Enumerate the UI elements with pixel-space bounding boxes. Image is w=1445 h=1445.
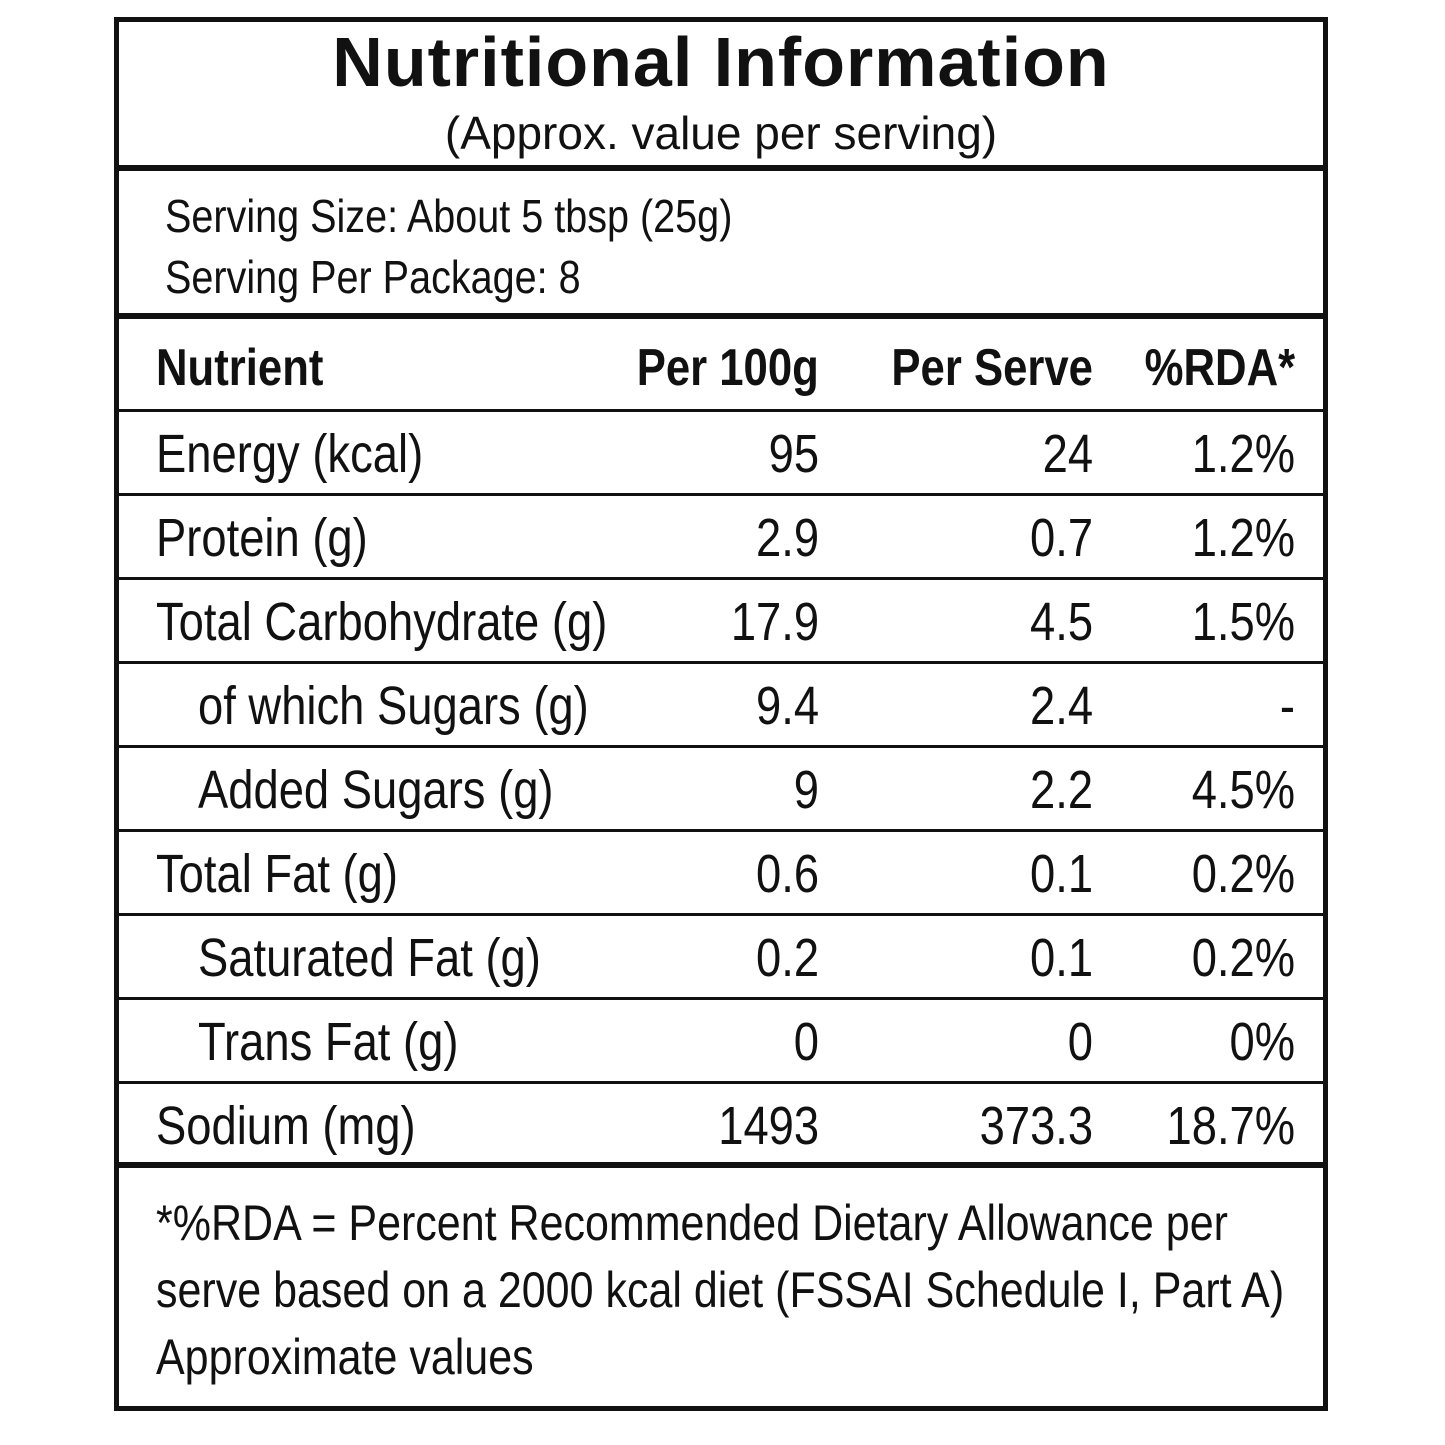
nutrient-name: Trans Fat (g)	[198, 1012, 459, 1072]
nutrient-name: Energy (kcal)	[156, 424, 424, 484]
nutrient-name: Total Fat (g)	[156, 844, 398, 904]
row-divider	[119, 745, 1323, 748]
value-per-serve: 2.4	[1029, 676, 1093, 736]
footnote-line: Approximate values	[156, 1329, 534, 1385]
value-per-100g: 95	[768, 424, 819, 484]
row-divider	[119, 829, 1323, 832]
value-per-serve: 0.1	[1029, 844, 1093, 904]
row-divider	[119, 577, 1323, 580]
serving-size: Serving Size: About 5 tbsp (25g)	[165, 190, 733, 242]
value-per-serve: 4.5	[1029, 592, 1093, 652]
label-subtitle: (Approx. value per serving)	[444, 107, 998, 159]
row-divider	[119, 997, 1323, 1000]
column-header-per-serve: Per Serve	[891, 339, 1093, 397]
value-rda: 4.5%	[1191, 760, 1295, 820]
value-per-100g: 17.9	[730, 592, 819, 652]
value-rda: 18.7%	[1166, 1096, 1295, 1156]
nutrient-name: Protein (g)	[156, 508, 368, 568]
value-per-serve: 24	[1042, 424, 1093, 484]
value-rda: -	[1279, 676, 1295, 736]
footnote: *%RDA = Percent Recommended Dietary Allo…	[156, 1190, 1285, 1391]
row-divider	[119, 409, 1323, 412]
column-header-rda: %RDA*	[1144, 339, 1295, 397]
nutrition-label: Nutritional Information (Approx. value p…	[114, 17, 1328, 1411]
value-rda: 0.2%	[1191, 928, 1295, 988]
value-rda: 1.5%	[1191, 592, 1295, 652]
value-per-serve: 0.1	[1029, 928, 1093, 988]
servings-per-package: Serving Per Package: 8	[165, 251, 581, 303]
value-per-serve: 2.2	[1029, 760, 1093, 820]
divider	[119, 165, 1323, 171]
row-divider	[119, 493, 1323, 496]
nutrient-name: Added Sugars (g)	[198, 760, 554, 820]
nutrient-name: Total Carbohydrate (g)	[156, 592, 608, 652]
value-per-serve: 0	[1067, 1012, 1093, 1072]
row-divider	[119, 913, 1323, 916]
divider	[119, 313, 1323, 319]
value-rda: 0.2%	[1191, 844, 1295, 904]
value-rda: 0%	[1229, 1012, 1295, 1072]
value-per-100g: 2.9	[755, 508, 819, 568]
value-per-serve: 0.7	[1029, 508, 1093, 568]
value-rda: 1.2%	[1191, 424, 1295, 484]
divider	[119, 1162, 1323, 1168]
nutrient-name: Sodium (mg)	[156, 1096, 416, 1156]
value-per-serve: 373.3	[979, 1096, 1093, 1156]
value-per-100g: 9	[793, 760, 819, 820]
footnote-line: *%RDA = Percent Recommended Dietary Allo…	[156, 1195, 1228, 1251]
label-title: Nutritional Information	[332, 23, 1110, 101]
footnote-line: serve based on a 2000 kcal diet (FSSAI S…	[156, 1262, 1285, 1318]
value-per-100g: 0	[793, 1012, 819, 1072]
column-header-per-100g: Per 100g	[636, 339, 819, 397]
value-per-100g: 9.4	[755, 676, 819, 736]
row-divider	[119, 1081, 1323, 1084]
value-rda: 1.2%	[1191, 508, 1295, 568]
nutrient-name: Saturated Fat (g)	[198, 928, 541, 988]
value-per-100g: 0.6	[755, 844, 819, 904]
row-divider	[119, 661, 1323, 664]
column-header-nutrient: Nutrient	[156, 339, 324, 397]
value-per-100g: 1493	[718, 1096, 819, 1156]
value-per-100g: 0.2	[755, 928, 819, 988]
nutrient-name: of which Sugars (g)	[198, 676, 589, 736]
